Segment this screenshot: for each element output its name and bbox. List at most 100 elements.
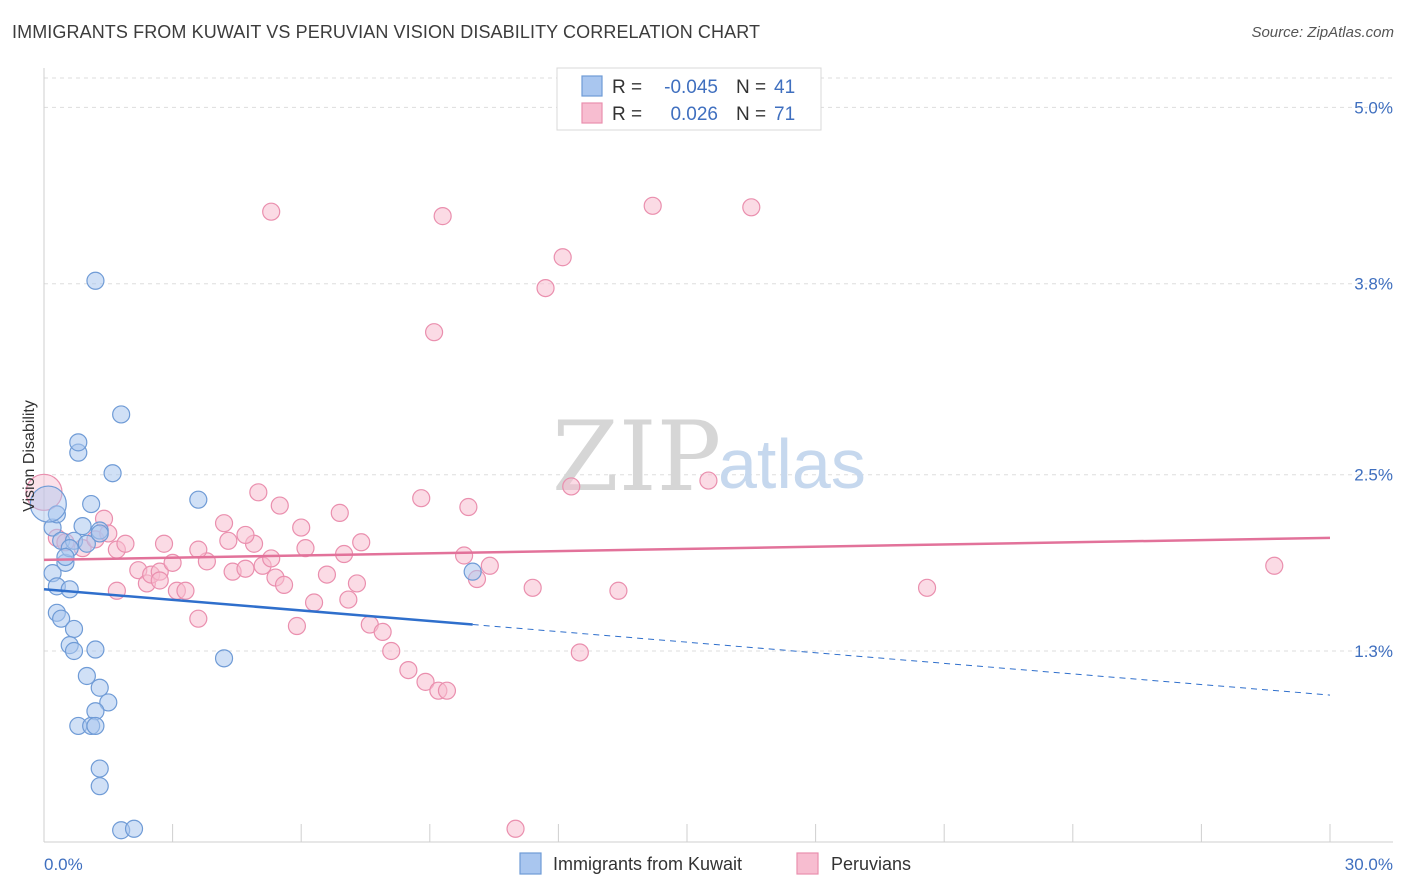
peruvian-point [236,525,255,545]
kuwait-point [103,464,122,483]
correlation-legend: R = -0.045 N = 41 R = 0.026 N = 71 [556,67,822,131]
legend-r-label-kuwait: R = [612,77,642,98]
peruvian-point [249,483,268,502]
bottom-legend-label-peruvians: Peruvians [831,854,911,874]
axes [43,68,1393,843]
y-tick-label: 3.8% [1354,275,1393,294]
kuwait-point [73,517,92,536]
peruvian-point [917,578,937,597]
kuwait-point [112,405,131,424]
peruvian-point [219,531,238,550]
peruvian-point [189,540,208,559]
peruvian-point [292,518,311,537]
data-points [25,196,1284,840]
kuwait-point [90,777,109,796]
peruvian-point [214,514,234,533]
kuwait-point [64,641,84,661]
legend-swatch-kuwait [581,75,603,97]
watermark-zip: ZIP [552,401,721,513]
peruvian-point [347,574,367,593]
peruvian-point [270,496,289,515]
legend-n-label-kuwait: N = [736,77,766,98]
peruvian-point [553,248,572,267]
kuwait-point [90,524,109,543]
kuwait-point [189,490,208,509]
peruvian-point [262,549,281,568]
kuwait-trend-line [43,588,473,626]
y-tick-label: 2.5% [1354,466,1393,485]
y-tick-label: 5.0% [1354,98,1393,117]
peruvian-point [189,609,208,628]
trend-lines [43,536,1331,696]
peruvian-point [154,534,174,553]
peruvian-trend-line [43,536,1331,562]
peruvian-point [562,477,581,496]
kuwait-trend-extrapolation [472,624,1331,696]
peruvian-point [304,593,324,612]
kuwait-point [90,678,109,697]
kuwait-point [29,485,67,523]
legend-n-label-peruvians: N = [736,104,766,125]
bottom-legend-label-kuwait: Immigrants from Kuwait [553,854,742,874]
kuwait-point [90,759,109,778]
chart-title: IMMIGRANTS FROM KUWAIT VS PERUVIAN VISIO… [12,22,761,42]
watermark-atlas: atlas [718,425,866,503]
series-legend: Immigrants from Kuwait Peruvians [519,852,911,875]
peruvian-point [339,590,358,609]
legend-n-value-kuwait: 41 [774,77,795,98]
kuwait-point [60,580,79,599]
peruvian-point [480,556,499,575]
bottom-legend-swatch-peruvians [796,852,819,875]
peruvian-point [1265,556,1284,575]
peruvian-point [399,660,418,680]
kuwait-point [82,494,101,514]
peruvian-point [330,503,349,522]
peruvian-point [609,581,628,600]
peruvian-point [570,643,589,662]
source-credit: Source: ZipAtlas.com [1251,24,1394,41]
peruvian-point [382,641,401,661]
peruvian-point [352,533,371,552]
peruvian-point [150,571,169,590]
kuwait-point [463,562,482,581]
peruvian-point [176,581,195,600]
peruvian-point [262,202,281,221]
watermark: ZIP atlas [552,401,866,513]
peruvian-point [236,559,255,578]
peruvian-point [424,323,444,342]
kuwait-point [47,505,66,524]
legend-r-label-peruvians: R = [612,104,642,125]
legend-swatch-peruvians [581,102,603,124]
peruvian-point [317,565,337,584]
peruvian-point [506,819,525,838]
kuwait-point [64,619,84,639]
peruvian-point [454,546,474,565]
peruvian-point [536,279,555,298]
kuwait-point [86,716,105,736]
bottom-legend-swatch-kuwait [519,852,542,875]
kuwait-point [52,609,71,628]
peruvian-point [116,534,135,553]
legend-r-value-kuwait: -0.045 [664,77,718,98]
x-tick-label-min: 0.0% [44,855,83,874]
y-axis-title: Vision Disability [21,400,38,512]
peruvian-point [523,578,542,597]
kuwait-point [124,819,144,838]
peruvian-point [459,497,478,517]
peruvian-point [437,681,457,700]
kuwait-point [56,547,75,567]
peruvian-point [373,622,392,642]
peruvian-point [416,672,435,691]
peruvian-point [412,489,431,508]
peruvian-point [433,207,452,226]
peruvian-point [287,616,307,636]
legend-n-value-peruvians: 71 [774,104,795,125]
kuwait-point [69,433,88,452]
kuwait-point [77,666,96,686]
kuwait-point [77,534,96,553]
peruvian-point [699,471,718,490]
kuwait-point [99,693,118,712]
kuwait-point [86,640,105,659]
legend-r-value-peruvians: 0.026 [670,104,718,125]
